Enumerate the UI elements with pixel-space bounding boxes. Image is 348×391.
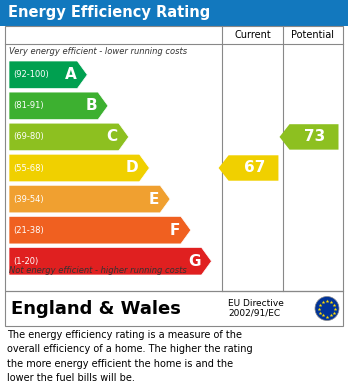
Text: 2002/91/EC: 2002/91/EC: [228, 309, 280, 318]
Circle shape: [315, 296, 339, 321]
Text: (81-91): (81-91): [13, 101, 44, 110]
Polygon shape: [9, 61, 87, 89]
Text: D: D: [126, 160, 139, 176]
Text: (55-68): (55-68): [13, 163, 44, 172]
Text: Current: Current: [234, 30, 271, 40]
Text: (21-38): (21-38): [13, 226, 44, 235]
Text: (69-80): (69-80): [13, 133, 44, 142]
Text: F: F: [169, 222, 180, 238]
Text: Not energy efficient - higher running costs: Not energy efficient - higher running co…: [9, 266, 187, 275]
Bar: [5, 26, 343, 291]
Text: Potential: Potential: [292, 30, 334, 40]
Polygon shape: [279, 124, 339, 150]
Text: G: G: [188, 254, 200, 269]
Polygon shape: [9, 123, 129, 151]
Text: (1-20): (1-20): [13, 257, 38, 266]
Text: 73: 73: [304, 129, 326, 144]
Polygon shape: [9, 248, 212, 275]
Text: EU Directive: EU Directive: [228, 299, 284, 308]
Text: The energy efficiency rating is a measure of the
overall efficiency of a home. T: The energy efficiency rating is a measur…: [7, 330, 253, 383]
Text: A: A: [65, 67, 76, 82]
Text: C: C: [106, 129, 118, 144]
Polygon shape: [9, 216, 191, 244]
Text: Energy Efficiency Rating: Energy Efficiency Rating: [8, 5, 210, 20]
Polygon shape: [9, 185, 170, 213]
Text: B: B: [85, 99, 97, 113]
Polygon shape: [219, 155, 278, 181]
Bar: [0, 0, 348, 26]
Text: E: E: [149, 192, 159, 206]
Text: Very energy efficient - lower running costs: Very energy efficient - lower running co…: [9, 47, 187, 56]
Text: 67: 67: [244, 160, 265, 176]
Polygon shape: [9, 92, 108, 120]
Bar: [5, 291, 343, 326]
Text: England & Wales: England & Wales: [11, 300, 181, 317]
Polygon shape: [9, 154, 149, 182]
Text: (39-54): (39-54): [13, 195, 44, 204]
Text: (92-100): (92-100): [13, 70, 49, 79]
